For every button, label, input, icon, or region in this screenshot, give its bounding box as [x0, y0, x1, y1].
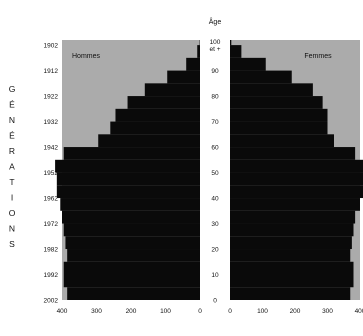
x-tick-labels: 400 300 200 100 0 0 100 200 300 400: [57, 308, 363, 315]
axis-title-letter: A: [9, 162, 15, 172]
bar-femmes-age-95: [230, 45, 242, 58]
generation-tick-1992: 1992: [44, 272, 59, 279]
generation-tick-2002: 2002: [44, 298, 59, 305]
x-tick-right-400: 400: [355, 308, 363, 315]
age-tick-100: 100: [210, 39, 221, 46]
age-tick-100-suffix: et +: [209, 46, 220, 53]
bar-hommes-age-70: [115, 108, 200, 122]
axis-title-letter: O: [9, 208, 16, 218]
generation-tick-1962: 1962: [44, 196, 59, 203]
bar-hommes-age-55: [63, 147, 200, 160]
x-tick-right-300: 300: [322, 308, 333, 315]
bar-hommes-age-0: [67, 287, 200, 300]
age-tick-60: 60: [211, 145, 219, 152]
bar-hommes-age-45: [56, 172, 201, 186]
x-tick-right-100: 100: [257, 308, 268, 315]
axis-title-letter: S: [9, 239, 15, 249]
age-tick-0: 0: [213, 298, 217, 305]
panel-hommes: Hommes: [55, 40, 201, 300]
bar-femmes-age-80: [230, 83, 313, 97]
bar-femmes-age-30: [230, 210, 356, 224]
age-tick-30: 30: [211, 221, 219, 228]
age-tick-20: 20: [211, 247, 219, 254]
bar-hommes-age-35: [60, 198, 201, 211]
bar-hommes-age-90: [186, 57, 200, 71]
axis-title-letter: I: [11, 193, 13, 203]
generation-tick-1922: 1922: [44, 94, 59, 101]
bar-hommes-age-65: [110, 121, 200, 135]
axis-title-letter: R: [9, 146, 15, 156]
bar-femmes-age-100: [230, 40, 232, 46]
bar-femmes-age-90: [230, 57, 266, 71]
bar-femmes-age-25: [230, 223, 354, 237]
series-label-hommes: Hommes: [72, 53, 101, 60]
x-tick-left-100: 100: [160, 308, 171, 315]
x-tick-left-300: 300: [91, 308, 102, 315]
bar-femmes-age-35: [230, 198, 360, 211]
bar-femmes-age-70: [230, 108, 328, 122]
bar-hommes-age-85: [167, 70, 200, 84]
panel-femmes: Femmes: [230, 40, 363, 300]
bar-hommes-age-60: [98, 134, 200, 148]
bar-femmes-age-55: [230, 147, 356, 160]
generation-tick-1932: 1932: [44, 119, 59, 126]
bars-hommes: [55, 40, 201, 300]
chart-title: Âge: [209, 17, 222, 26]
axis-title-letter: N: [9, 224, 15, 234]
axis-title-letter: T: [9, 177, 14, 187]
age-tick-70: 70: [211, 119, 219, 126]
age-tick-10: 10: [211, 272, 219, 279]
bar-femmes-age-20: [230, 236, 352, 250]
bar-femmes-age-0: [230, 287, 351, 300]
age-tick-50: 50: [211, 170, 219, 177]
bar-hommes-age-25: [63, 223, 200, 237]
bar-hommes-age-30: [62, 210, 200, 224]
axis-title-letter: G: [9, 84, 16, 94]
x-tick-right-200: 200: [290, 308, 301, 315]
bar-hommes-age-15: [67, 249, 200, 262]
bar-femmes-age-15: [230, 249, 351, 262]
bar-hommes-age-5: [63, 274, 200, 288]
bar-femmes-age-65: [230, 121, 328, 135]
bar-hommes-age-80: [144, 83, 200, 97]
x-tick-left-400: 400: [57, 308, 68, 315]
age-tick-40: 40: [211, 196, 219, 203]
bar-femmes-age-85: [230, 70, 292, 84]
bar-femmes-age-45: [230, 172, 363, 186]
bar-femmes-age-40: [230, 185, 363, 199]
bars-femmes: [230, 40, 363, 300]
bar-hommes-age-20: [65, 236, 200, 250]
bar-femmes-age-10: [230, 261, 354, 275]
series-label-femmes: Femmes: [304, 53, 332, 60]
bar-hommes-age-40: [56, 185, 201, 199]
bar-femmes-age-60: [230, 134, 334, 148]
age-tick-80: 80: [211, 94, 219, 101]
x-tick-left-0: 0: [198, 308, 202, 315]
axis-title-letter: N: [9, 115, 15, 125]
bar-hommes-age-50: [55, 159, 200, 173]
x-tick-left-200: 200: [126, 308, 137, 315]
axis-title-letter: É: [9, 100, 15, 110]
age-tick-90: 90: [211, 68, 219, 75]
x-tick-right-0: 0: [228, 308, 232, 315]
generation-tick-1952: 1952: [44, 170, 59, 177]
bar-hommes-age-95: [197, 45, 200, 58]
axis-title-letter: É: [9, 131, 15, 141]
bar-hommes-age-10: [63, 261, 200, 275]
bar-femmes-age-75: [230, 96, 323, 109]
bar-femmes-age-5: [230, 274, 354, 288]
generation-tick-1982: 1982: [44, 247, 59, 254]
generation-tick-1942: 1942: [44, 145, 59, 152]
generation-tick-labels: 1902 1912 1922 1932 1942 1952 1962 1972 1982 1992…: [44, 43, 59, 305]
generation-tick-1972: 1972: [44, 221, 59, 228]
generation-tick-1912: 1912: [44, 68, 59, 75]
bar-hommes-age-75: [127, 96, 200, 109]
generation-tick-1902: 1902: [44, 43, 59, 50]
bar-femmes-age-50: [230, 159, 363, 173]
